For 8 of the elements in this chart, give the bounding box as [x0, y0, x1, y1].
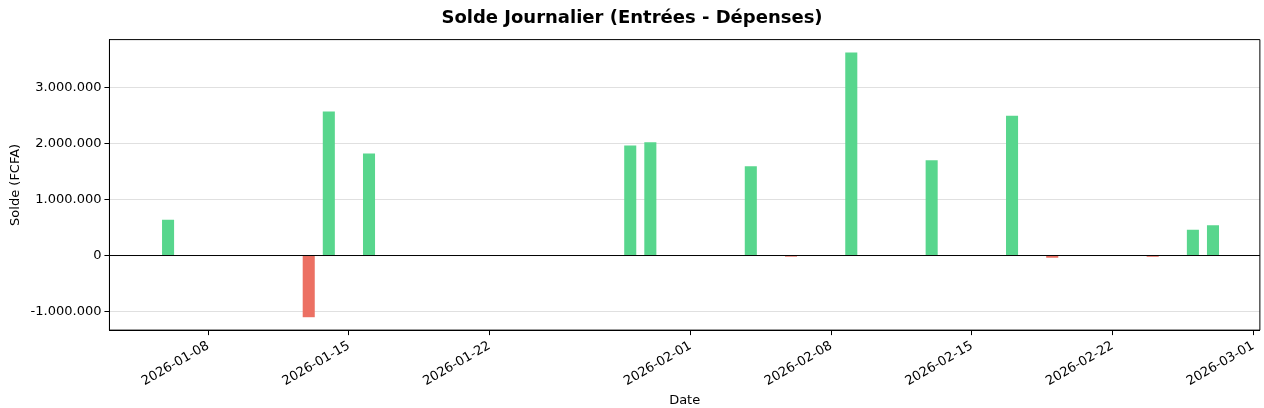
y-tick-label: 2.000.000 [35, 134, 102, 150]
y-tick-label: 0 [93, 246, 102, 262]
y-tick-label: 3.000.000 [35, 78, 102, 94]
x-axis-title: Date [669, 391, 701, 407]
chart-title: Solde Journalier (Entrées - Dépenses) [441, 6, 823, 28]
y-tick-label: 1.000.000 [35, 190, 102, 206]
y-axis-title: Solde (FCFA) [7, 143, 23, 226]
y-tick-label: -1.000.000 [30, 302, 102, 318]
